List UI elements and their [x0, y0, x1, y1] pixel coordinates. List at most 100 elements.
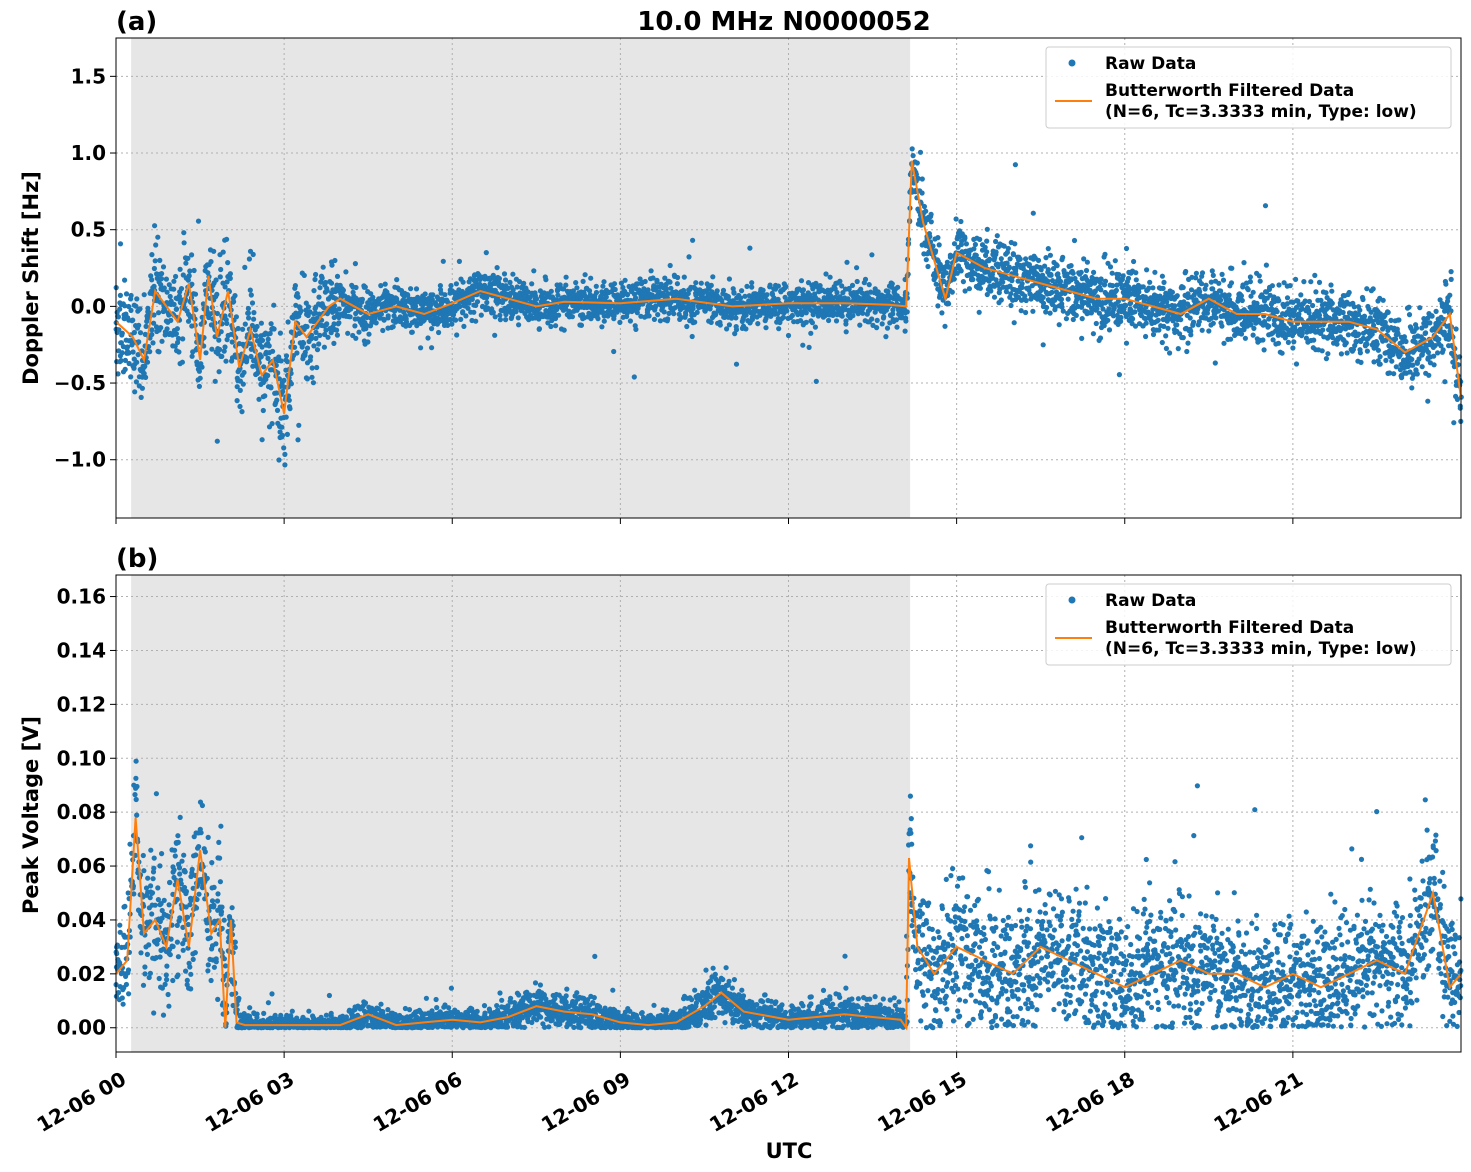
raw-point: [1163, 333, 1169, 339]
raw-point: [132, 792, 138, 798]
raw-point: [1112, 258, 1118, 264]
raw-point: [233, 314, 239, 320]
raw-point: [1229, 265, 1235, 271]
raw-point: [313, 335, 319, 341]
raw-point: [1364, 286, 1370, 292]
raw-point: [266, 343, 272, 349]
raw-point: [115, 990, 122, 996]
raw-point: [1311, 337, 1317, 343]
raw-point: [1256, 273, 1262, 279]
raw-point: [212, 378, 218, 384]
panel-a: −1.0−0.50.00.51.01.5 (a) 10.0 MHz N00000…: [19, 7, 1464, 524]
raw-point: [116, 327, 122, 333]
raw-point: [318, 279, 324, 285]
raw-point: [343, 269, 349, 275]
raw-point: [1065, 296, 1071, 302]
raw-point: [166, 902, 172, 908]
raw-point: [545, 320, 551, 326]
raw-point: [143, 374, 149, 380]
raw-point: [1238, 331, 1245, 337]
raw-point: [313, 271, 319, 278]
raw-point: [1413, 325, 1420, 331]
raw-point: [259, 344, 265, 350]
raw-point: [271, 326, 277, 332]
night-shade-b: [131, 575, 911, 1052]
raw-point: [151, 865, 157, 871]
raw-point: [1167, 350, 1173, 356]
raw-point: [624, 291, 630, 297]
raw-point: [874, 325, 880, 331]
raw-point: [175, 972, 181, 978]
raw-point: [533, 296, 540, 302]
raw-point: [588, 275, 594, 281]
raw-point: [1409, 356, 1415, 362]
raw-point: [176, 349, 182, 355]
raw-point: [115, 371, 121, 377]
raw-point: [1113, 287, 1119, 293]
raw-point: [133, 775, 139, 781]
raw-point: [998, 256, 1004, 262]
raw-point: [271, 302, 277, 308]
raw-point: [1203, 282, 1209, 288]
raw-point: [666, 310, 672, 316]
raw-point: [133, 303, 139, 309]
raw-point: [827, 274, 833, 280]
raw-point: [182, 869, 188, 875]
raw-point: [331, 321, 337, 327]
raw-point: [1123, 245, 1130, 252]
raw-point: [155, 885, 161, 891]
raw-point: [946, 301, 952, 307]
raw-point: [1370, 286, 1376, 292]
raw-point: [1423, 330, 1429, 336]
raw-point: [447, 316, 453, 323]
panel-b: 0.000.020.040.060.080.100.120.140.16 12-…: [19, 544, 1464, 1163]
raw-point: [1265, 324, 1271, 330]
raw-point: [245, 310, 251, 316]
raw-point: [1380, 297, 1386, 303]
raw-point: [494, 265, 500, 271]
raw-point: [895, 284, 901, 290]
raw-point: [159, 271, 165, 277]
raw-point: [164, 326, 170, 332]
raw-point: [288, 381, 294, 387]
raw-point: [185, 921, 191, 928]
raw-point: [370, 294, 376, 300]
raw-point: [141, 868, 147, 874]
raw-point: [217, 346, 223, 353]
raw-point: [1448, 276, 1454, 282]
y-tick-label-a-3: 0.5: [71, 218, 106, 242]
raw-point: [1152, 269, 1158, 275]
raw-point: [196, 844, 202, 850]
raw-point: [394, 277, 400, 283]
raw-point: [1035, 257, 1042, 263]
raw-point: [1250, 332, 1256, 338]
raw-point: [601, 318, 607, 324]
raw-point: [403, 323, 409, 329]
raw-point: [181, 852, 187, 858]
raw-point: [984, 238, 990, 244]
raw-point: [323, 327, 329, 333]
raw-point: [689, 333, 695, 340]
raw-point: [501, 271, 508, 277]
raw-point: [295, 437, 301, 443]
raw-point: [159, 851, 165, 857]
raw-point: [177, 915, 183, 921]
raw-point: [1219, 323, 1225, 329]
y-ticks-a: −1.0−0.50.00.51.01.5: [54, 64, 116, 472]
raw-point: [1060, 254, 1066, 260]
raw-point: [141, 292, 147, 298]
raw-point: [152, 223, 158, 229]
raw-point: [994, 233, 1000, 239]
raw-point: [561, 327, 567, 333]
raw-point: [561, 286, 567, 292]
raw-point: [1293, 276, 1299, 282]
raw-point: [1242, 335, 1248, 341]
raw-point: [136, 322, 142, 328]
raw-point: [826, 317, 832, 324]
raw-point: [1344, 350, 1350, 356]
raw-point: [133, 758, 139, 764]
raw-point: [919, 176, 925, 182]
raw-point: [196, 368, 202, 374]
raw-point: [516, 322, 522, 328]
legend-a: Raw Data Butterworth Filtered Data (N=6,…: [1045, 46, 1452, 129]
